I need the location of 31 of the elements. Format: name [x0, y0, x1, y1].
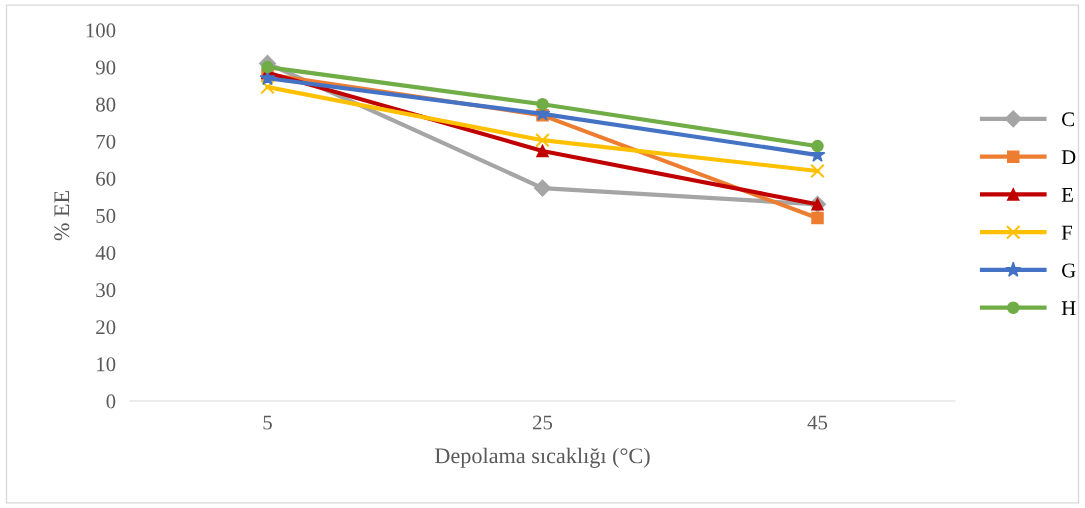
y-tick-label: 10	[97, 357, 116, 372]
point	[533, 179, 552, 197]
y-tick-label: 30	[96, 283, 116, 298]
y-tick-label: 60	[96, 171, 116, 186]
x-axis-title: Depolama sıcaklığı (°C)	[435, 447, 650, 468]
y-tick-label: 80	[96, 97, 116, 112]
point	[260, 79, 275, 95]
y-tick-label: 0	[106, 394, 116, 409]
x-tick-label: 5	[263, 415, 272, 430]
x-tick-label: 45	[807, 415, 828, 430]
y-tick-label: 90	[95, 60, 116, 75]
legend-label: F	[1061, 225, 1072, 240]
legend-label: H	[1061, 301, 1076, 315]
point	[811, 139, 824, 153]
y-tick-label: 70	[96, 134, 116, 149]
y-axis-title: % EE	[54, 191, 70, 241]
x-tick-label: 25	[533, 415, 553, 430]
point	[810, 163, 825, 179]
legend-label: C	[1062, 112, 1074, 127]
y-tick-label: 20	[96, 320, 116, 335]
point	[536, 97, 549, 111]
y-tick-label: 100	[86, 23, 116, 38]
point	[811, 211, 824, 225]
legend-label: D	[1061, 150, 1076, 164]
point	[536, 144, 549, 158]
legend-label: G	[1062, 263, 1076, 278]
legend-label: E	[1061, 188, 1073, 202]
point	[261, 60, 274, 74]
y-tick-label: 40	[95, 245, 116, 261]
y-tick-label: 50	[96, 208, 116, 223]
point	[535, 132, 550, 148]
